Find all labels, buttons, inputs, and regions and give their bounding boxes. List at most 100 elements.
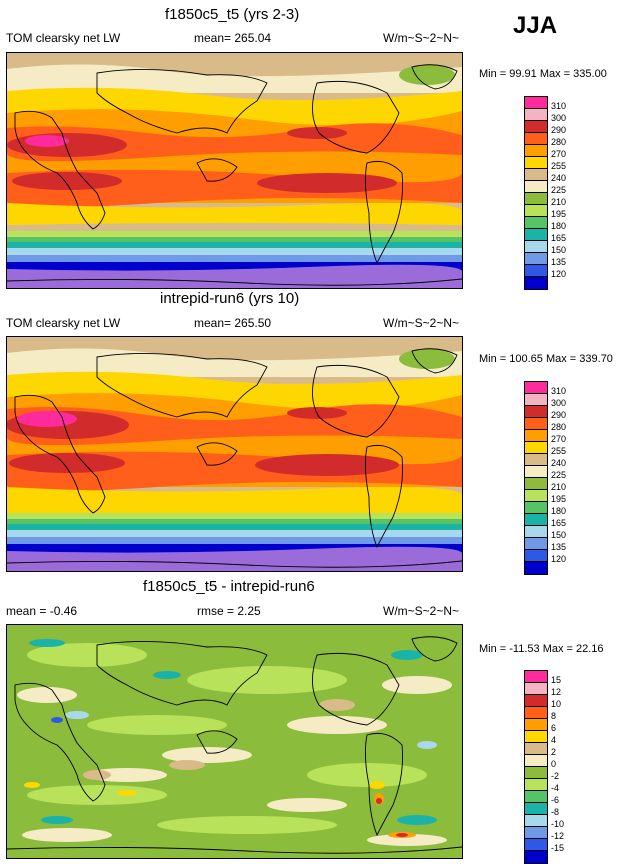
legend-box: [525, 671, 547, 683]
legend-box: [525, 803, 547, 815]
legend-label: -10: [551, 819, 565, 829]
panel-1-map: [6, 52, 463, 289]
legend-box: [525, 253, 547, 265]
legend-label: 310: [551, 101, 567, 111]
legend-label: 165: [551, 233, 567, 243]
legend-box: [525, 815, 547, 827]
legend-box: [525, 109, 547, 121]
legend-box: [525, 454, 547, 466]
legend-box: [525, 550, 547, 562]
legend-label: 120: [551, 269, 567, 279]
legend-label: -12: [551, 831, 565, 841]
legend-box: [525, 382, 547, 394]
panel-2-title: intrepid-run6 (yrs 10): [160, 290, 300, 307]
coastlines: [7, 64, 462, 286]
panel-1-title: f1850c5_t5 (yrs 2-3): [165, 6, 300, 23]
panel-1-legend: [524, 96, 548, 290]
legend-label: 270: [551, 149, 567, 159]
legend-label: -6: [551, 795, 560, 805]
panel-3-map: [6, 624, 463, 859]
legend-label: 300: [551, 113, 567, 123]
legend-label: 6: [551, 723, 557, 733]
legend-box: [525, 133, 547, 145]
legend-box: [525, 526, 547, 538]
legend-label: 240: [551, 173, 567, 183]
panel-3-units: W/m~S~2~N~: [383, 604, 460, 618]
legend-box: [525, 719, 547, 731]
legend-box: [525, 755, 547, 767]
legend-box: [525, 193, 547, 205]
legend-box: [525, 851, 547, 863]
legend-label: 270: [551, 434, 567, 444]
legend-label: 210: [551, 197, 567, 207]
legend-box: [525, 502, 547, 514]
legend-label: 210: [551, 482, 567, 492]
legend-box: [525, 779, 547, 791]
legend-label: 150: [551, 530, 567, 540]
legend-box: [525, 265, 547, 277]
panel-2-mean: mean= 265.50: [194, 316, 272, 330]
legend-box: [525, 707, 547, 719]
legend-box: [525, 514, 547, 526]
legend-box: [525, 406, 547, 418]
legend-label: 10: [551, 699, 562, 709]
legend-box: [525, 839, 547, 851]
coastlines: [7, 636, 462, 854]
panel-3-legend: [524, 670, 548, 864]
legend-box: [525, 229, 547, 241]
panel-2-field: TOM clearsky net LW: [6, 316, 121, 330]
panel-1-minmax: Min = 99.91 Max = 335.00: [479, 68, 607, 80]
panel-2-map: [6, 336, 463, 572]
legend-label: 255: [551, 446, 567, 456]
legend-label: 2: [551, 747, 557, 757]
legend-box: [525, 205, 547, 217]
panel-3-rmse: rmse = 2.25: [197, 604, 261, 618]
legend-box: [525, 241, 547, 253]
panel-2-minmax: Min = 100.65 Max = 339.70: [479, 353, 613, 365]
legend-label: -2: [551, 771, 560, 781]
panel-1-field: TOM clearsky net LW: [6, 31, 121, 45]
legend-box: [525, 731, 547, 743]
legend-label: -4: [551, 783, 560, 793]
legend-box: [525, 97, 547, 109]
legend-box: [525, 121, 547, 133]
legend-label: 290: [551, 410, 567, 420]
legend-label: 195: [551, 494, 567, 504]
legend-label: 0: [551, 759, 557, 769]
legend-label: -8: [551, 807, 560, 817]
legend-label: 240: [551, 458, 567, 468]
panel-3-minmax: Min = -11.53 Max = 22.16: [479, 643, 604, 655]
panel-1-units: W/m~S~2~N~: [383, 31, 460, 45]
legend-label: 225: [551, 470, 567, 480]
legend-label: 255: [551, 161, 567, 171]
panel-2-units: W/m~S~2~N~: [383, 316, 460, 330]
legend-label: 8: [551, 711, 557, 721]
legend-label: 135: [551, 542, 567, 552]
legend-label: 180: [551, 506, 567, 516]
panel-2-legend: [524, 381, 548, 575]
panel-1-mean: mean= 265.04: [194, 31, 272, 45]
legend-box: [525, 562, 547, 574]
legend-label: -15: [551, 843, 565, 853]
legend-box: [525, 157, 547, 169]
legend-label: 280: [551, 137, 567, 147]
legend-label: 195: [551, 209, 567, 219]
legend-label: 120: [551, 554, 567, 564]
coastlines: [7, 348, 462, 568]
legend-box: [525, 478, 547, 490]
legend-box: [525, 181, 547, 193]
legend-label: 4: [551, 735, 557, 745]
legend-box: [525, 277, 547, 289]
legend-box: [525, 695, 547, 707]
legend-label: 180: [551, 221, 567, 231]
legend-box: [525, 466, 547, 478]
legend-box: [525, 442, 547, 454]
legend-box: [525, 145, 547, 157]
legend-label: 12: [551, 687, 562, 697]
legend-box: [525, 538, 547, 550]
legend-box: [525, 683, 547, 695]
legend-box: [525, 743, 547, 755]
season-label: JJA: [513, 12, 558, 39]
legend-box: [525, 394, 547, 406]
legend-label: 290: [551, 125, 567, 135]
